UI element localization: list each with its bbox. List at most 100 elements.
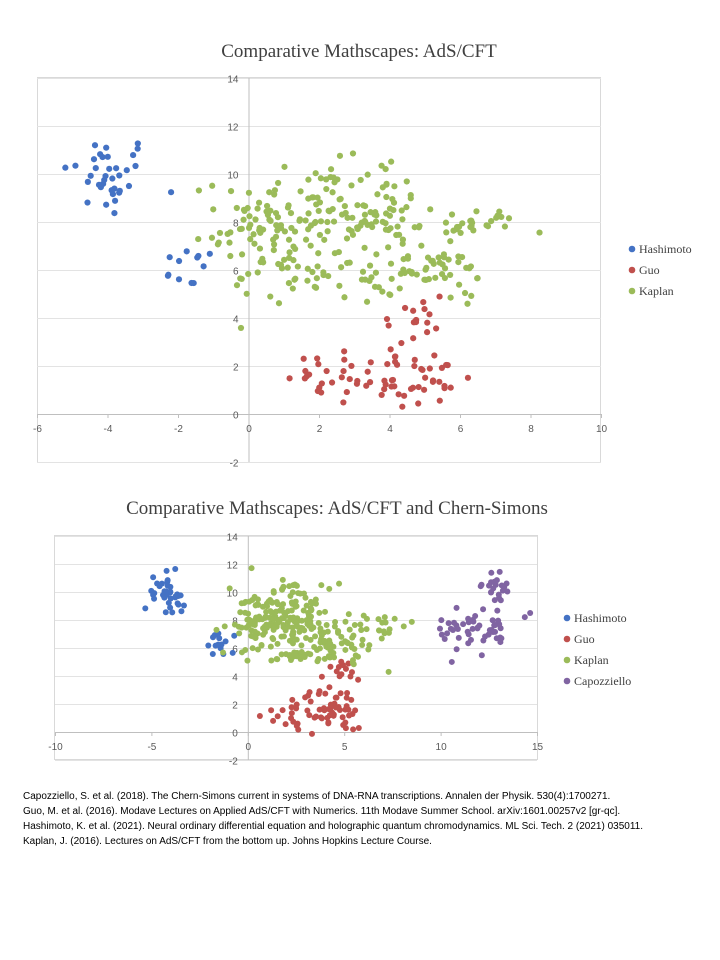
data-point (274, 227, 281, 234)
data-point (222, 638, 229, 645)
data-point (449, 627, 456, 634)
data-point (244, 616, 251, 623)
data-point (274, 713, 281, 720)
data-point (321, 236, 328, 243)
y-tick-label: 14 (227, 533, 239, 544)
data-point (281, 163, 288, 170)
data-point (287, 210, 295, 217)
data-point (280, 633, 287, 640)
series-hashimoto (142, 566, 238, 657)
data-point (418, 242, 425, 249)
data-point (273, 222, 280, 229)
x-tick-label: 0 (246, 424, 252, 435)
data-point (302, 236, 310, 243)
data-point (328, 379, 336, 386)
data-point (391, 383, 398, 390)
data-point (320, 269, 327, 276)
data-point (307, 636, 314, 643)
data-point (389, 195, 396, 203)
data-point (238, 600, 245, 607)
data-point (256, 713, 263, 720)
data-point (410, 307, 417, 314)
legend-label: Hashimoto (574, 611, 627, 625)
data-point (238, 275, 245, 283)
data-point (465, 615, 472, 622)
data-point (392, 353, 399, 360)
data-point (195, 252, 202, 260)
data-point (397, 270, 404, 277)
data-point (413, 316, 420, 324)
data-point (309, 194, 316, 201)
data-point (342, 719, 349, 726)
data-point (478, 652, 485, 659)
data-point (391, 615, 398, 622)
data-point (268, 707, 275, 714)
data-point (255, 199, 263, 206)
data-point (317, 175, 324, 182)
legend-marker (628, 245, 636, 253)
data-point (354, 377, 361, 385)
data-point (297, 590, 304, 597)
data-point (330, 218, 338, 225)
chart-adscft: Comparative Mathscapes: AdS/CFT -2 0 2 4 6 8 10… (33, 41, 692, 470)
data-point (200, 263, 207, 270)
data-point (407, 191, 414, 199)
series-kaplan (195, 150, 543, 332)
data-point (382, 165, 389, 173)
data-point (162, 609, 169, 616)
data-point (284, 264, 291, 271)
data-point (338, 633, 345, 640)
data-point (270, 246, 277, 254)
data-point (216, 635, 223, 642)
data-point (459, 220, 466, 227)
data-point (62, 164, 69, 171)
data-point (293, 705, 300, 712)
data-point (316, 231, 324, 239)
data-point (441, 265, 449, 272)
x-tick-label: -4 (104, 424, 113, 435)
data-point (272, 209, 280, 217)
data-point (244, 204, 251, 212)
data-point (341, 294, 348, 301)
data-point (103, 144, 110, 151)
data-point (381, 614, 388, 621)
data-point (250, 231, 257, 238)
data-point (324, 218, 331, 226)
data-point (285, 280, 293, 287)
legend-marker (563, 677, 571, 685)
data-point (371, 211, 378, 218)
x-tick-label: 15 (532, 742, 544, 753)
data-point (269, 623, 276, 630)
data-point (245, 189, 253, 196)
data-point (398, 339, 405, 347)
data-point (345, 226, 353, 233)
data-point (318, 673, 325, 680)
data-point (289, 640, 296, 647)
legend-label: Guo (639, 263, 660, 277)
data-point (300, 607, 307, 614)
data-point (259, 603, 266, 610)
data-point (343, 235, 351, 242)
data-point (464, 300, 471, 307)
data-point (226, 239, 233, 246)
data-point (355, 676, 362, 683)
data-point (431, 352, 438, 359)
data-point (401, 304, 409, 312)
data-point (351, 622, 358, 629)
data-point (175, 276, 183, 283)
data-point (326, 684, 333, 691)
legend-label: Hashimoto (639, 242, 692, 256)
data-point (423, 264, 430, 271)
data-point (290, 718, 297, 725)
data-point (210, 206, 217, 213)
data-point (316, 688, 323, 695)
data-point (236, 630, 243, 637)
data-point (248, 565, 255, 572)
data-point (165, 599, 172, 606)
data-point (252, 216, 259, 223)
data-point (286, 375, 293, 382)
data-point (359, 641, 366, 648)
data-point (432, 274, 439, 281)
data-point (345, 611, 352, 618)
data-point (150, 574, 157, 581)
